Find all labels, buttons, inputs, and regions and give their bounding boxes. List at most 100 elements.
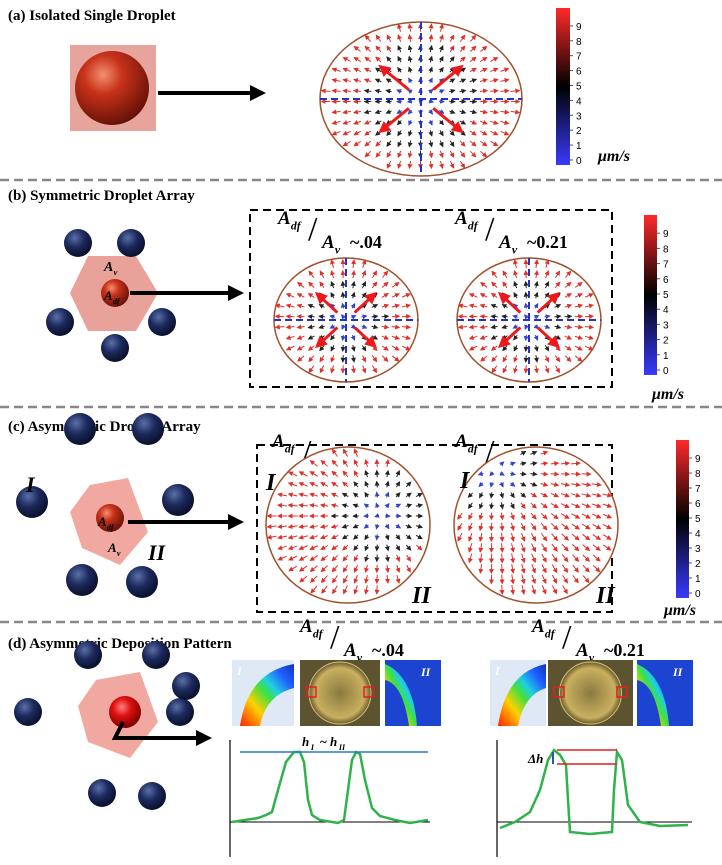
height-map-ring <box>498 664 546 726</box>
velocity-vector <box>266 524 277 530</box>
velocity-vector <box>479 303 488 309</box>
velocity-vector <box>449 34 455 43</box>
velocity-vector <box>415 523 424 529</box>
velocity-vector <box>361 270 367 279</box>
velocity-vector <box>509 512 515 521</box>
velocity-vector <box>361 355 367 363</box>
velocity-vector <box>513 365 518 374</box>
velocity-vector <box>530 451 538 456</box>
velocity-vector <box>384 491 390 498</box>
velocity-vector <box>592 554 601 562</box>
velocity-vector <box>307 334 315 340</box>
velocity-vector <box>288 471 298 477</box>
velocity-vector <box>478 532 484 542</box>
velocity-vector <box>385 513 391 519</box>
velocity-vector <box>364 534 370 541</box>
velocity-vector <box>523 302 529 309</box>
velocity-vector <box>478 481 484 488</box>
velocity-vector <box>353 130 362 136</box>
flow-arrow <box>353 291 378 314</box>
velocity-vector <box>386 45 392 53</box>
velocity-vector <box>386 34 392 42</box>
velocity-vector <box>551 543 558 552</box>
velocity-vector <box>574 282 583 288</box>
colorbar-tick-label: 2 <box>576 126 582 137</box>
velocity-vector <box>364 469 370 478</box>
height-difference-label: Δh <box>527 751 543 766</box>
colorbar-tick-label: 7 <box>663 260 669 271</box>
droplet <box>66 564 98 596</box>
velocity-vector <box>277 545 287 551</box>
velocity-vector <box>331 565 339 573</box>
velocity-vector <box>364 130 372 136</box>
velocity-vector <box>352 109 362 115</box>
velocity-vector <box>296 335 305 340</box>
velocity-vector <box>513 280 519 289</box>
velocity-vector <box>468 502 473 510</box>
velocity-vector <box>581 513 591 519</box>
velocity-vector <box>520 461 527 467</box>
velocity-vector <box>363 585 369 595</box>
velocity-vector <box>277 502 288 508</box>
velocity-vector <box>499 470 505 476</box>
velocity-vector <box>352 492 359 498</box>
velocity-vector <box>353 459 359 468</box>
velocity-vector <box>308 355 315 363</box>
colorbar-tick-label: 6 <box>695 499 701 510</box>
velocity-vector <box>319 523 329 529</box>
velocity-vector <box>468 512 473 521</box>
velocity-vector <box>309 471 318 477</box>
velocity-vector <box>374 534 380 541</box>
velocity-vector <box>331 78 341 83</box>
velocity-vector <box>560 492 570 498</box>
velocity-vector <box>342 448 348 457</box>
velocity-vector <box>571 503 581 508</box>
velocity-vector <box>469 67 477 73</box>
velocity-vector <box>288 565 298 572</box>
velocity-vector <box>288 555 298 561</box>
velocity-vector <box>408 66 413 73</box>
velocity-vector <box>401 324 412 330</box>
droplet <box>132 413 164 445</box>
velocity-vector <box>490 130 499 136</box>
region-label: I <box>459 468 471 494</box>
velocity-vector <box>397 140 403 148</box>
velocity-vector <box>561 533 569 541</box>
droplet <box>126 566 158 598</box>
velocity-vector <box>459 140 466 147</box>
velocity-vector <box>540 471 549 477</box>
fraction-numerator: A <box>531 616 545 637</box>
velocity-vector <box>592 534 602 541</box>
velocity-vector <box>572 564 579 573</box>
velocity-vector <box>341 523 349 529</box>
velocity-vector <box>391 345 400 351</box>
velocity-vector <box>438 98 445 104</box>
droplet-label-sub: df <box>107 523 115 532</box>
velocity-vector <box>551 533 559 542</box>
velocity-vector <box>340 334 346 342</box>
flow-arrow <box>497 291 522 314</box>
velocity-vector <box>499 543 505 553</box>
velocity-vector <box>428 98 435 104</box>
velocity-vector <box>397 66 403 73</box>
velocity-vector <box>364 554 370 563</box>
velocity-vector <box>361 314 368 320</box>
fraction-slash: / <box>302 434 312 471</box>
velocity-vector <box>602 492 613 498</box>
flow-arrow <box>378 64 410 91</box>
velocity-vector <box>520 471 527 477</box>
velocity-vector <box>310 575 318 583</box>
velocity-vector <box>309 545 319 550</box>
velocity-vector <box>468 522 473 531</box>
velocity-vector <box>554 304 562 309</box>
velocity-vector <box>331 470 339 477</box>
velocity-vector <box>307 292 315 298</box>
velocity-vector <box>469 119 478 125</box>
velocity-vector <box>391 335 401 340</box>
velocity-vector <box>384 502 390 509</box>
fraction-numerator-sub: df <box>313 628 324 641</box>
velocity-vector <box>361 281 366 289</box>
velocity-vector <box>449 160 455 169</box>
velocity-vector <box>353 120 362 125</box>
inset-region-label: I <box>236 664 243 678</box>
